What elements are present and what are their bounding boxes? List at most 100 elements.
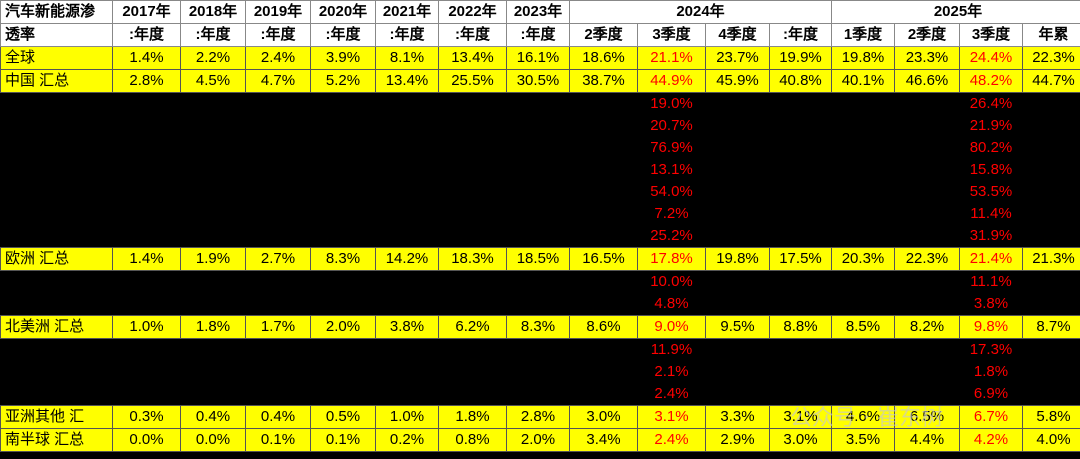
row-label bbox=[0, 361, 113, 383]
table-cell: 1.4% bbox=[112, 46, 181, 70]
empty-cell bbox=[438, 181, 507, 203]
table-cell: 9.8% bbox=[959, 315, 1023, 339]
empty-cell bbox=[831, 225, 895, 248]
table-cell: 1.8% bbox=[438, 405, 507, 429]
table-cell: 3.0% bbox=[569, 405, 638, 429]
empty-cell bbox=[569, 361, 638, 383]
empty-cell bbox=[1022, 203, 1080, 225]
empty-cell bbox=[769, 270, 832, 293]
annual-header: :年度 bbox=[180, 23, 246, 47]
empty-cell bbox=[375, 383, 439, 406]
table-cell: 17.8% bbox=[637, 247, 706, 271]
corner-label-line1: 汽车新能源渗 bbox=[0, 0, 113, 24]
detail-row: 25.2% 31.9% bbox=[0, 225, 1080, 248]
empty-cell bbox=[438, 203, 507, 225]
empty-cell bbox=[831, 338, 895, 361]
table-cell: 19.8% bbox=[705, 247, 770, 271]
empty-cell bbox=[438, 137, 507, 159]
empty-cell bbox=[112, 159, 181, 181]
table-row: 南半球 汇总 0.0% 0.0% 0.1% 0.1% 0.2% 0.8% 2.0% 3.4% 2.… bbox=[0, 428, 1080, 452]
empty-cell bbox=[438, 270, 507, 293]
empty-cell bbox=[506, 92, 570, 115]
detail-cell-2025-q3: 11.1% bbox=[959, 270, 1023, 293]
empty-cell bbox=[831, 361, 895, 383]
empty-cell bbox=[506, 293, 570, 316]
table-cell: 8.7% bbox=[1022, 315, 1080, 339]
corner-label-line2: 透率 bbox=[0, 23, 113, 47]
table-cell: 2.0% bbox=[506, 428, 570, 452]
table-cell: 1.0% bbox=[375, 405, 439, 429]
table-cell: 18.3% bbox=[438, 247, 507, 271]
table-cell: 4.6% bbox=[831, 405, 895, 429]
empty-cell bbox=[310, 338, 376, 361]
empty-cell bbox=[894, 293, 960, 316]
table-cell: 2.8% bbox=[506, 405, 570, 429]
empty-cell bbox=[245, 361, 311, 383]
detail-cell-2024-q3: 4.8% bbox=[637, 293, 706, 316]
empty-cell bbox=[894, 270, 960, 293]
empty-cell bbox=[310, 361, 376, 383]
empty-cell bbox=[894, 92, 960, 115]
empty-cell bbox=[705, 361, 770, 383]
table-row: 亚洲其他 汇 0.3% 0.4% 0.4% 0.5% 1.0% 1.8% 2.8% 3.0% 3.… bbox=[0, 405, 1080, 429]
empty-cell bbox=[1022, 383, 1080, 406]
table-cell: 46.6% bbox=[894, 69, 960, 93]
row-label: 南半球 汇总 bbox=[0, 428, 113, 452]
empty-cell bbox=[705, 338, 770, 361]
empty-cell bbox=[180, 181, 246, 203]
detail-cell-2024-q3: 19.0% bbox=[637, 92, 706, 115]
table-cell: 3.1% bbox=[769, 405, 832, 429]
empty-cell bbox=[705, 383, 770, 406]
row-label bbox=[0, 115, 113, 137]
table-row: 北美洲 汇总 1.0% 1.8% 1.7% 2.0% 3.8% 6.2% 8.3% 8.6% 9.… bbox=[0, 315, 1080, 339]
table-row: 欧洲 汇总 1.4% 1.9% 2.7% 8.3% 14.2% 18.3% 18.5% 16.5… bbox=[0, 247, 1080, 271]
empty-cell bbox=[245, 115, 311, 137]
empty-cell bbox=[245, 270, 311, 293]
table-cell: 14.2% bbox=[375, 247, 439, 271]
table-cell: 17.5% bbox=[769, 247, 832, 271]
empty-cell bbox=[569, 159, 638, 181]
table-cell: 24.4% bbox=[959, 46, 1023, 70]
empty-cell bbox=[769, 338, 832, 361]
empty-cell bbox=[180, 159, 246, 181]
empty-cell bbox=[310, 225, 376, 248]
detail-row: 4.8% 3.8% bbox=[0, 293, 1080, 316]
period-header: :年度 bbox=[769, 23, 832, 47]
table-cell: 0.0% bbox=[112, 428, 181, 452]
empty-cell bbox=[506, 383, 570, 406]
table-cell: 8.3% bbox=[506, 315, 570, 339]
table-cell: 19.8% bbox=[831, 46, 895, 70]
period-header: 3季度 bbox=[959, 23, 1023, 47]
empty-cell bbox=[112, 383, 181, 406]
table-cell: 8.5% bbox=[831, 315, 895, 339]
empty-cell bbox=[310, 293, 376, 316]
table-cell: 2.2% bbox=[180, 46, 246, 70]
detail-cell-2024-q3: 11.9% bbox=[637, 338, 706, 361]
empty-cell bbox=[1022, 137, 1080, 159]
row-label bbox=[0, 383, 113, 406]
table-cell: 23.7% bbox=[705, 46, 770, 70]
table-cell: 3.0% bbox=[769, 428, 832, 452]
empty-cell bbox=[112, 203, 181, 225]
empty-cell bbox=[769, 293, 832, 316]
table-cell: 8.2% bbox=[894, 315, 960, 339]
empty-cell bbox=[375, 203, 439, 225]
table-cell: 1.4% bbox=[112, 247, 181, 271]
table-cell: 2.8% bbox=[112, 69, 181, 93]
empty-cell bbox=[180, 383, 246, 406]
table-cell: 1.9% bbox=[180, 247, 246, 271]
empty-cell bbox=[705, 225, 770, 248]
empty-cell bbox=[705, 203, 770, 225]
table-cell: 18.6% bbox=[569, 46, 638, 70]
table-cell: 44.9% bbox=[637, 69, 706, 93]
empty-cell bbox=[769, 115, 832, 137]
annual-header: :年度 bbox=[112, 23, 181, 47]
empty-cell bbox=[506, 181, 570, 203]
row-label: 欧洲 汇总 bbox=[0, 247, 113, 271]
row-label bbox=[0, 203, 113, 225]
empty-cell bbox=[310, 137, 376, 159]
empty-cell bbox=[245, 225, 311, 248]
empty-cell bbox=[705, 181, 770, 203]
empty-cell bbox=[506, 115, 570, 137]
empty-cell bbox=[375, 137, 439, 159]
